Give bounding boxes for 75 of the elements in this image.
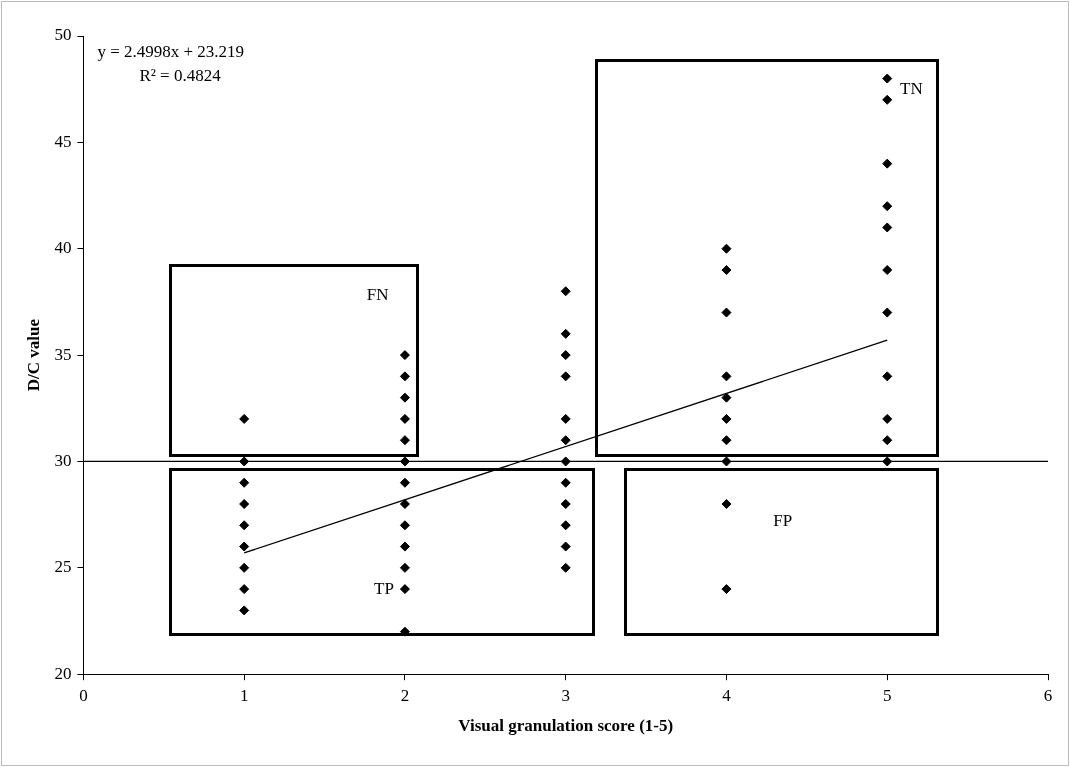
x-tick-label: 3 xyxy=(561,685,570,705)
annotation: FP xyxy=(773,510,793,530)
annotation: FN xyxy=(366,285,389,304)
point xyxy=(560,328,571,339)
point xyxy=(882,413,893,424)
point xyxy=(239,541,250,552)
point xyxy=(721,243,732,254)
y-axis-title: D/C value xyxy=(23,318,43,392)
point xyxy=(560,371,571,382)
y-tick-label: 45 xyxy=(54,131,72,151)
point xyxy=(882,307,893,318)
annotation: TP xyxy=(374,578,394,598)
point xyxy=(560,350,571,361)
point xyxy=(239,520,250,531)
point xyxy=(239,477,250,488)
x-tick-label: 4 xyxy=(722,685,732,705)
point xyxy=(560,413,571,424)
point xyxy=(882,94,893,105)
y-tick-label: 20 xyxy=(54,663,72,683)
x-tick-label: 2 xyxy=(400,685,410,705)
point xyxy=(721,584,732,595)
x-tick-label: 0 xyxy=(79,685,88,705)
point xyxy=(882,158,893,169)
y-tick-label: 35 xyxy=(54,344,72,364)
point xyxy=(721,371,732,382)
point xyxy=(721,392,732,403)
annotation: y = 2.4998x + 23.219 xyxy=(97,42,245,62)
x-tick-label: 5 xyxy=(882,685,892,705)
point xyxy=(882,371,893,382)
point xyxy=(399,499,410,510)
point xyxy=(399,435,410,446)
x-tick-label: 1 xyxy=(239,685,249,705)
annotation: TN xyxy=(900,78,923,98)
point xyxy=(721,435,732,446)
point xyxy=(239,562,250,573)
x-axis-title: Visual granulation score (1-5) xyxy=(458,716,674,736)
point xyxy=(560,286,571,297)
point xyxy=(882,435,893,446)
point xyxy=(560,477,571,488)
point xyxy=(560,435,571,446)
point xyxy=(399,350,410,361)
y-tick-label: 25 xyxy=(54,557,72,577)
x-tick-label: 6 xyxy=(1043,685,1053,705)
point xyxy=(560,541,571,552)
point xyxy=(721,413,732,424)
point xyxy=(239,584,250,595)
point xyxy=(399,584,410,595)
point xyxy=(882,265,893,276)
point xyxy=(560,520,571,531)
point xyxy=(721,307,732,318)
point xyxy=(721,456,732,467)
y-tick-label: 40 xyxy=(54,238,72,258)
point xyxy=(239,413,250,424)
point xyxy=(560,499,571,510)
point xyxy=(721,499,732,510)
point xyxy=(239,605,250,616)
point xyxy=(721,265,732,276)
point xyxy=(882,73,893,84)
point xyxy=(399,413,410,424)
point xyxy=(399,520,410,531)
point xyxy=(399,392,410,403)
point xyxy=(399,541,410,552)
annotation: R² = 0.4824 xyxy=(139,66,222,86)
point xyxy=(560,456,571,467)
point xyxy=(560,562,571,573)
point xyxy=(399,562,410,573)
point xyxy=(239,456,250,467)
point xyxy=(399,371,410,382)
point xyxy=(882,222,893,233)
y-tick-label: 30 xyxy=(54,450,72,470)
y-tick-label: 50 xyxy=(54,25,72,45)
point xyxy=(239,499,250,510)
point xyxy=(399,477,410,488)
point xyxy=(882,456,893,467)
point xyxy=(882,201,893,212)
